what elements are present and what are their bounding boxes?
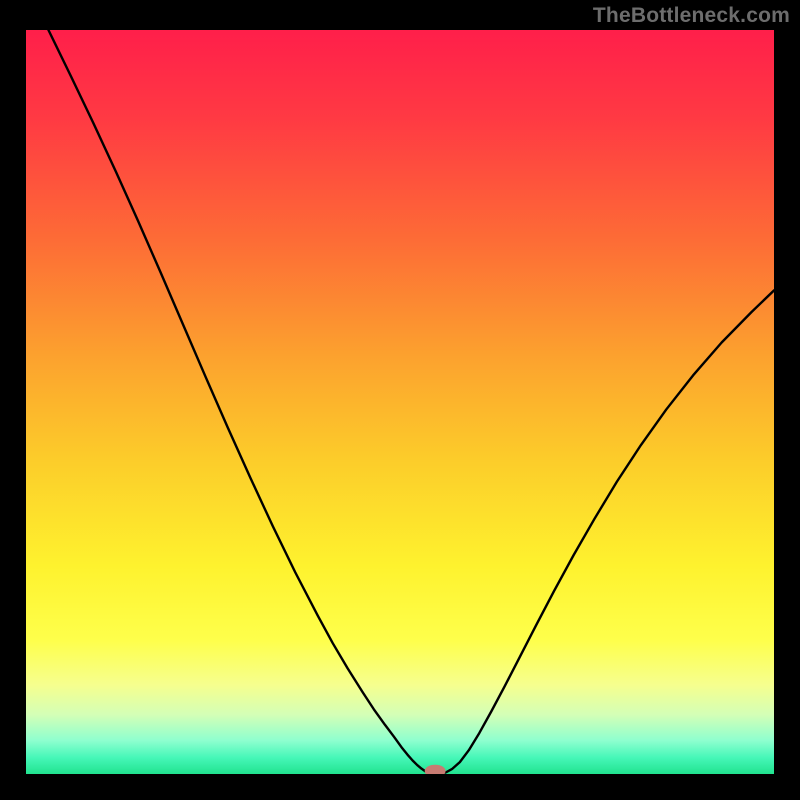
chart-frame: TheBottleneck.com [0,0,800,800]
chart-svg [26,30,774,774]
plot-area [26,30,774,774]
chart-background [26,30,774,774]
watermark-text: TheBottleneck.com [593,4,790,28]
